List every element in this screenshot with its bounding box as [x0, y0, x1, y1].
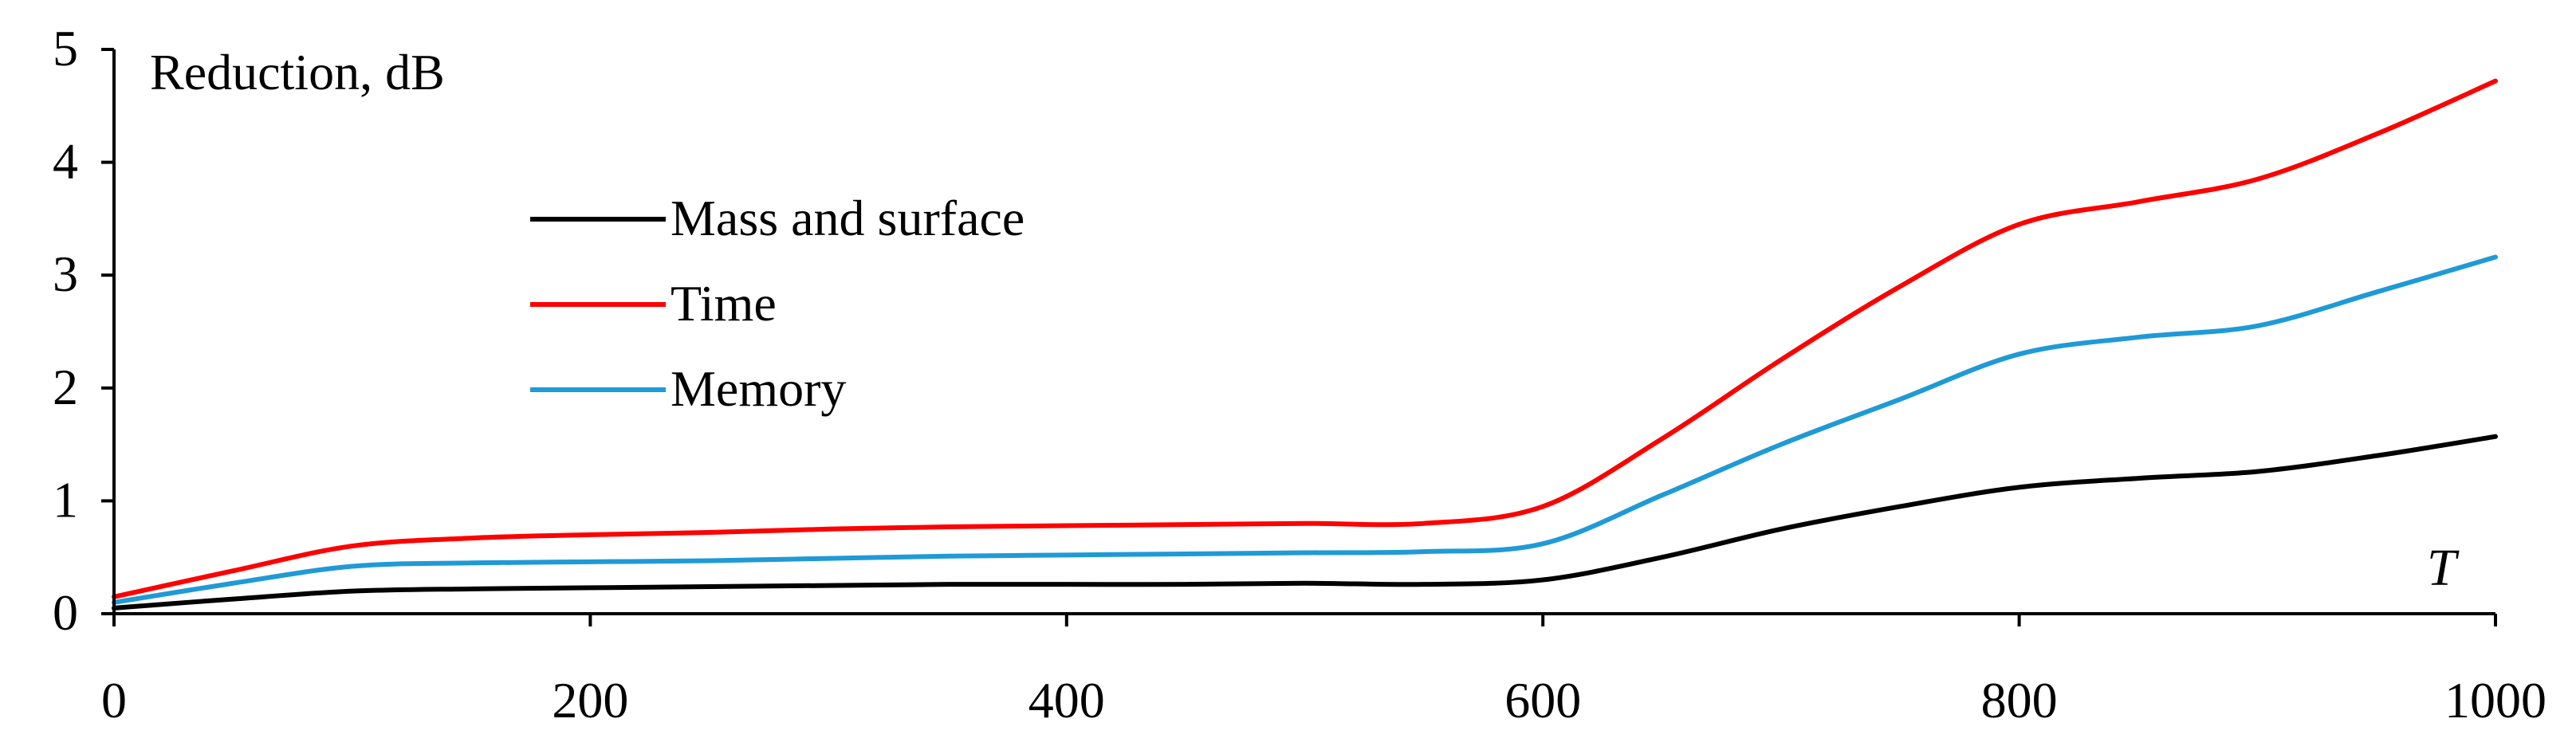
x-tick-label: 400	[1028, 672, 1105, 728]
y-tick-label: 2	[53, 359, 78, 415]
legend-label: Memory	[671, 360, 846, 417]
series-lines	[112, 78, 2498, 611]
y-tick-label: 5	[53, 20, 78, 77]
y-tick-label: 0	[53, 584, 78, 641]
y-tick-label: 3	[53, 245, 78, 302]
series-line-2	[112, 254, 2498, 605]
legend: Mass and surface Time Memory	[530, 190, 1025, 417]
y-axis-ticks: 0 1 2 3 4 5	[53, 20, 114, 641]
x-tick-label: 1000	[2444, 672, 2547, 728]
x-tick-label: 200	[552, 672, 628, 728]
x-tick-label: 800	[1981, 672, 2058, 728]
x-axis-label: T	[2427, 539, 2460, 597]
x-tick-label: 0	[101, 672, 127, 728]
y-tick-label: 1	[53, 471, 78, 528]
y-tick-label: 4	[53, 133, 78, 190]
x-axis-ticks: 0 200 400 600 800 1000	[101, 614, 2547, 728]
series-line-0	[112, 434, 2498, 611]
x-tick-label: 600	[1504, 672, 1581, 728]
y-axis-label: Reduction, dB	[150, 44, 445, 100]
legend-label: Time	[671, 275, 777, 332]
legend-label: Mass and surface	[671, 190, 1025, 246]
series-line-1	[112, 78, 2498, 599]
